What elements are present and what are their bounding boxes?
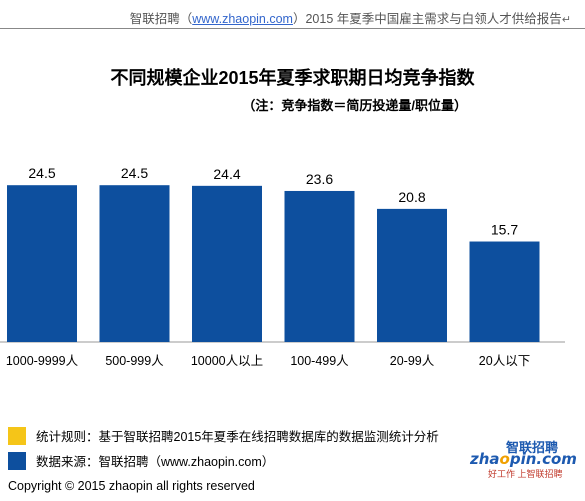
- x-tick-label: 20-99人: [390, 354, 435, 368]
- x-tick-label: 1000-9999人: [6, 354, 79, 368]
- copyright: Copyright © 2015 zhaopin all rights rese…: [8, 479, 255, 493]
- bar: [284, 190, 355, 342]
- x-tick-label: 10000人以上: [191, 354, 263, 368]
- legend-swatch-blue: [8, 451, 26, 470]
- legend-swatch-yellow: [8, 426, 26, 445]
- bar: [377, 208, 447, 342]
- x-tick-label: 100-499人: [290, 354, 349, 368]
- bar-chart: 24.5 1000-9999人 24.5 500-999人 24.4 10000人以上 23…: [0, 165, 565, 368]
- bar: [7, 185, 77, 342]
- legend-rule: 统计规则：基于智联招聘2015年夏季在线招聘数据库的数据监测统计分析: [8, 426, 439, 445]
- data-label: 24.5: [28, 165, 55, 181]
- header-prefix: 智联招聘（: [129, 12, 193, 26]
- bar: [99, 185, 170, 342]
- data-label: 15.7: [491, 222, 518, 238]
- data-label: 23.6: [306, 171, 333, 187]
- zhaopin-logo: 智联招聘 zhaopin.com 好工作 上智联招聘: [470, 441, 577, 479]
- header-suffix: ）2015 年夏季中国雇主需求与白领人才供给报告: [292, 12, 562, 26]
- data-label: 24.5: [121, 165, 148, 181]
- report-header: 智联招聘（www.zhaopin.com）2015 年夏季中国雇主需求与白领人才…: [0, 8, 571, 30]
- legend-source-text: 数据来源：智联招聘（www.zhaopin.com）: [36, 455, 275, 469]
- legend-rule-text: 统计规则：基于智联招聘2015年夏季在线招聘数据库的数据监测统计分析: [36, 430, 439, 444]
- chart-title: 不同规模企业2015年夏季求职期日均竞争指数: [110, 68, 475, 88]
- legend-source: 数据来源：智联招聘（www.zhaopin.com）: [8, 451, 274, 470]
- header-link[interactable]: www.zhaopin.com: [192, 12, 293, 26]
- paragraph-mark-icon: ↵: [561, 14, 571, 26]
- data-label: 20.8: [398, 189, 425, 205]
- bar: [192, 185, 262, 342]
- chart-subtitle: （注：竞争指数＝简历投递量/职位量）: [242, 98, 467, 113]
- header-rule: [0, 28, 585, 29]
- x-tick-label: 500-999人: [105, 354, 164, 368]
- data-label: 24.4: [213, 166, 240, 182]
- x-tick-label: 20人以下: [479, 354, 530, 368]
- bar: [469, 241, 540, 342]
